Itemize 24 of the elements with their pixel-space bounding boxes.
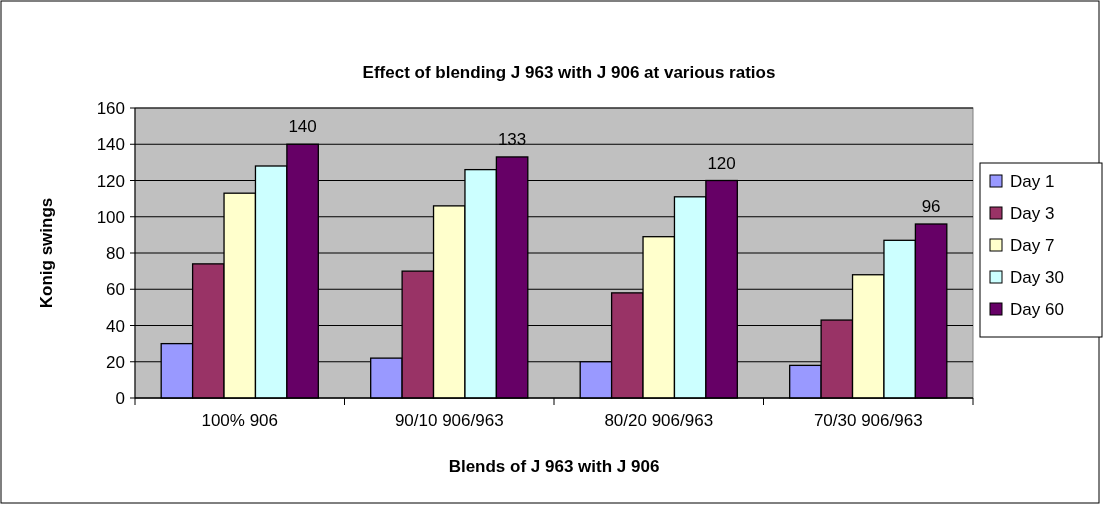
data-label: 140 [288, 117, 317, 137]
y-tick-label: 160 [96, 99, 125, 118]
y-tick-label: 40 [106, 316, 125, 336]
x-tick-label: 80/20 906/963 [604, 411, 714, 430]
chart-title: Effect of blending J 963 with J 906 at various ratios [362, 63, 776, 82]
legend-label: Day 30 [1010, 268, 1064, 287]
x-tick-label: 70/30 906/963 [813, 411, 923, 430]
y-tick-label: 60 [106, 280, 125, 300]
data-label: 96 [921, 197, 941, 216]
y-tick-label: 120 [96, 171, 125, 191]
legend-label: Day 3 [1010, 204, 1055, 223]
y-tick-label: 100 [96, 207, 125, 227]
y-tick-label: 20 [106, 352, 125, 372]
legend-label: Day 60 [1010, 300, 1064, 319]
data-label: 120 [707, 153, 736, 173]
y-tick-label: 80 [106, 244, 125, 263]
y-tick-label: 140 [96, 135, 125, 155]
y-tick-label: 0 [115, 389, 125, 408]
x-tick-label: 90/10 906/963 [394, 411, 504, 430]
x-tick-label: 100% 906 [201, 411, 279, 430]
legend-label: Day 1 [1010, 172, 1055, 191]
y-axis-title: Konig swings [37, 197, 56, 309]
legend-label: Day 7 [1010, 236, 1055, 255]
x-axis-title: Blends of J 963 with J 906 [448, 457, 660, 476]
